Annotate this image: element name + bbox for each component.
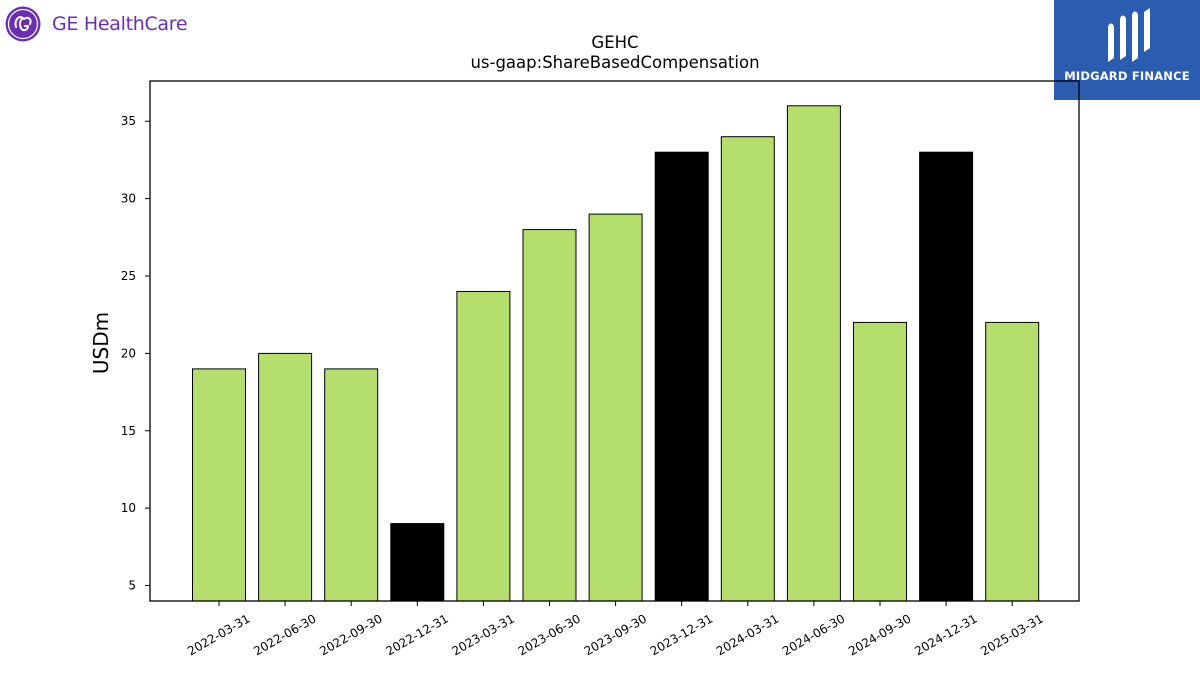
chart-subtitle: us-gaap:ShareBasedCompensation: [470, 53, 759, 72]
y-axis-ticks: 5 10 15 20 25 30 35: [121, 114, 150, 593]
chart-title: GEHC: [591, 33, 638, 52]
bar-2024-12-31: [919, 151, 974, 602]
bar-2024-06-30: [786, 105, 841, 602]
x-tick-label: 2024-09-30: [846, 611, 913, 658]
x-tick-label: 2022-12-31: [383, 611, 450, 658]
y-axis-label: USDm: [89, 312, 113, 374]
bar-2022-12-31: [390, 523, 445, 602]
ge-monogram-icon: [5, 6, 41, 42]
bar-2022-06-30: [258, 352, 313, 602]
x-tick-label: 2022-06-30: [251, 611, 318, 658]
midgard-finance-wordmark: MIDGARD FINANCE: [1064, 69, 1190, 83]
y-tick-label: 15: [121, 424, 136, 438]
bar-2023-12-31: [654, 151, 709, 602]
y-tick-label: 5: [128, 579, 136, 593]
ge-healthcare-wordmark: GE HealthCare: [52, 13, 188, 35]
x-axis-ticks: 2022-03-312022-06-302022-09-302022-12-31…: [185, 601, 1046, 658]
x-tick-label: 2024-12-31: [912, 611, 979, 658]
bar-2022-09-30: [324, 368, 379, 602]
y-tick-label: 25: [121, 269, 136, 283]
bar-2024-03-31: [720, 136, 775, 602]
bars-group: [192, 105, 1040, 602]
midgard-monogram-icon: [1108, 8, 1150, 62]
y-tick-label: 20: [121, 346, 136, 360]
bar-2022-03-31: [192, 368, 246, 602]
x-tick-label: 2023-06-30: [516, 611, 583, 658]
x-tick-label: 2022-03-31: [185, 611, 252, 658]
y-tick-label: 10: [121, 501, 136, 515]
midgard-finance-logo: MIDGARD FINANCE: [1054, 0, 1200, 100]
bar-2023-06-30: [522, 229, 577, 602]
bar-2025-03-31: [985, 321, 1040, 602]
y-tick-label: 35: [121, 114, 136, 128]
x-tick-label: 2024-03-31: [714, 611, 781, 658]
bar-2024-09-30: [853, 321, 907, 602]
x-tick-label: 2024-06-30: [780, 611, 847, 658]
x-tick-label: 2023-03-31: [449, 611, 516, 658]
bar-2023-03-31: [456, 291, 511, 602]
x-tick-label: 2023-12-31: [648, 611, 715, 658]
bar-2023-09-30: [588, 213, 643, 602]
plot-area-frame: [149, 80, 1080, 602]
ge-healthcare-logo: GE HealthCare: [4, 4, 194, 44]
x-tick-label: 2025-03-31: [978, 611, 1045, 658]
y-tick-label: 30: [121, 192, 136, 206]
x-tick-label: 2022-09-30: [317, 611, 384, 658]
x-tick-label: 2023-09-30: [582, 611, 649, 658]
